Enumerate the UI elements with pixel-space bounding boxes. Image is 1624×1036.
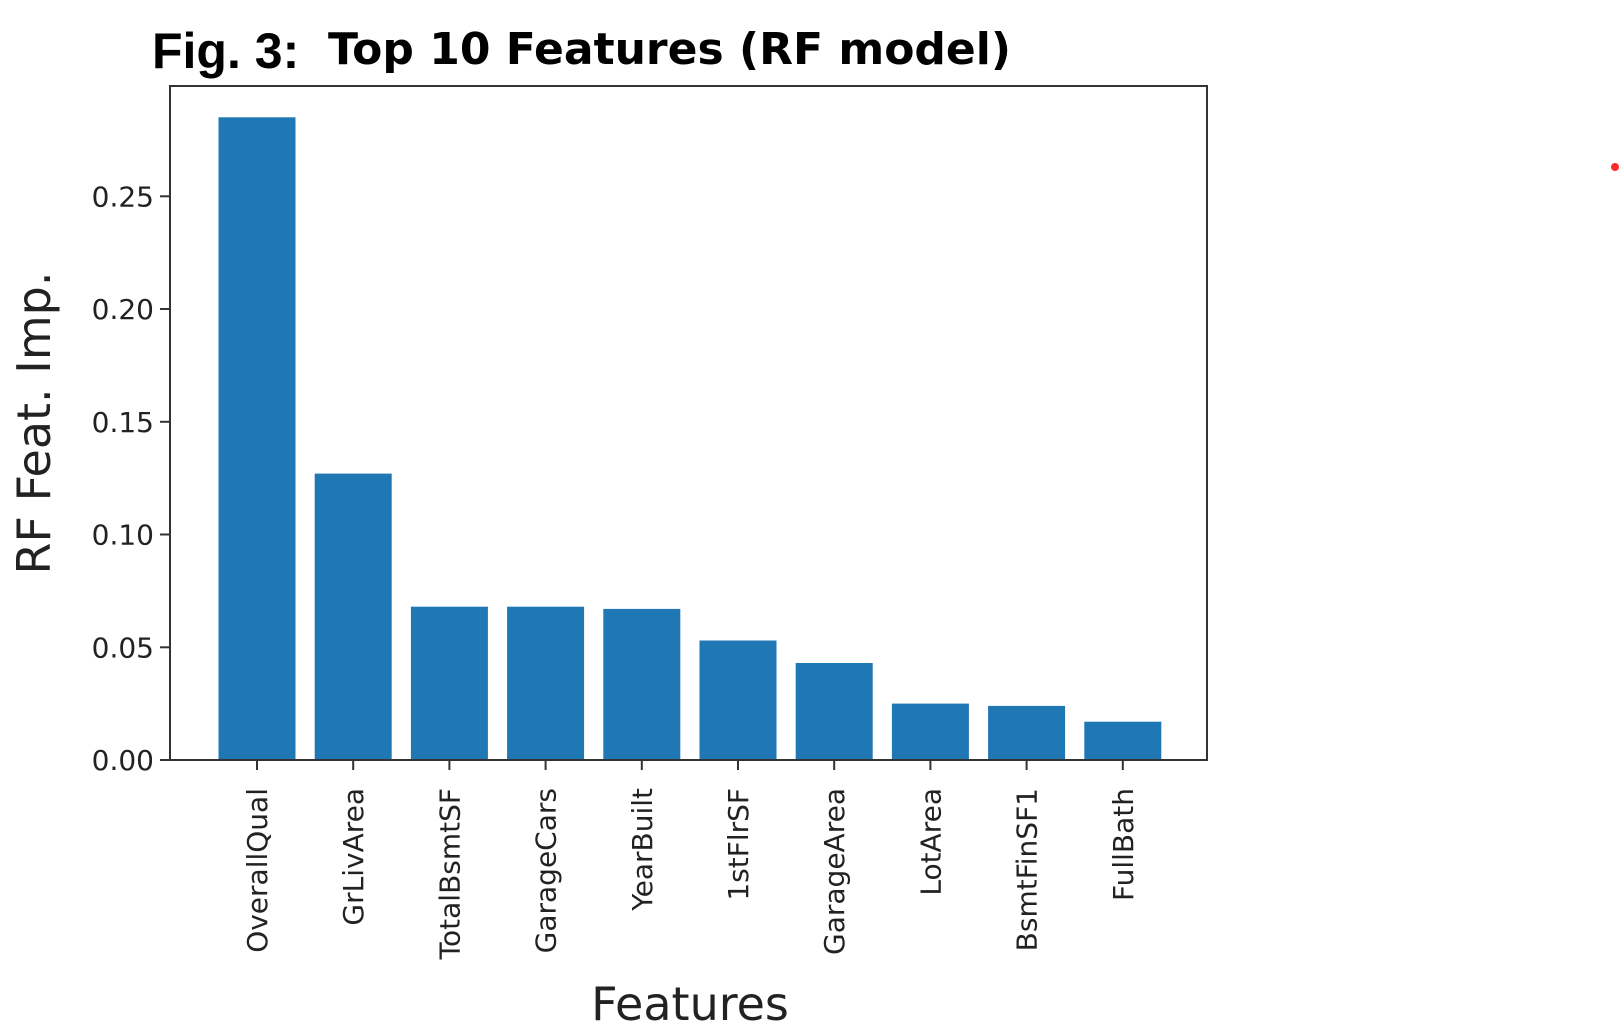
bars-group (218, 117, 1162, 761)
x-axis-label: Features (591, 977, 789, 1031)
x-tick-label: GarageArea (818, 788, 851, 955)
x-tick-label: TotalBsmtSF (433, 788, 466, 960)
y-axis: 0.00 0.05 0.10 0.15 0.20 0.25 (92, 180, 170, 777)
x-tick-label: FullBath (1107, 788, 1140, 901)
bar-grlivarea (314, 473, 392, 760)
y-tick-label: 0.25 (92, 180, 154, 213)
y-tick-label: 0.20 (92, 293, 154, 326)
bar-lotarea (891, 703, 969, 760)
chart-title: Top 10 Features (RF model) (328, 24, 1011, 75)
y-tick-label: 0.00 (92, 744, 154, 777)
x-tick-label: GarageCars (530, 788, 563, 953)
y-tick-label: 0.15 (92, 406, 154, 439)
x-tick-label: LotArea (914, 788, 947, 896)
bar-garagearea (795, 663, 873, 760)
plot-frame (169, 85, 1208, 761)
x-tick-label: BsmtFinSF1 (1011, 788, 1044, 951)
bar-bsmtfinsf1 (988, 705, 1066, 760)
x-axis: OverallQual GrLivArea TotalBsmtSF GarageCar… (241, 760, 1140, 960)
bar-totalbsmtsf (410, 606, 488, 760)
bar-1stflrsf (699, 640, 777, 760)
bar-garagecars (507, 606, 585, 760)
x-tick-label: 1stFlrSF (722, 788, 755, 901)
figure-number: Fig. 3: (152, 23, 299, 79)
bar-overallqual (218, 117, 296, 761)
y-axis-label: RF Feat. Imp. (7, 272, 61, 575)
bar-yearbuilt (603, 608, 681, 760)
bar-fullbath (1084, 721, 1162, 760)
x-tick-label: OverallQual (241, 788, 274, 953)
y-tick-label: 0.05 (92, 631, 154, 664)
y-tick-label: 0.10 (92, 519, 154, 552)
stray-marker-dot (1611, 163, 1619, 171)
x-tick-label: GrLivArea (337, 788, 370, 926)
x-tick-label: YearBuilt (626, 788, 659, 912)
